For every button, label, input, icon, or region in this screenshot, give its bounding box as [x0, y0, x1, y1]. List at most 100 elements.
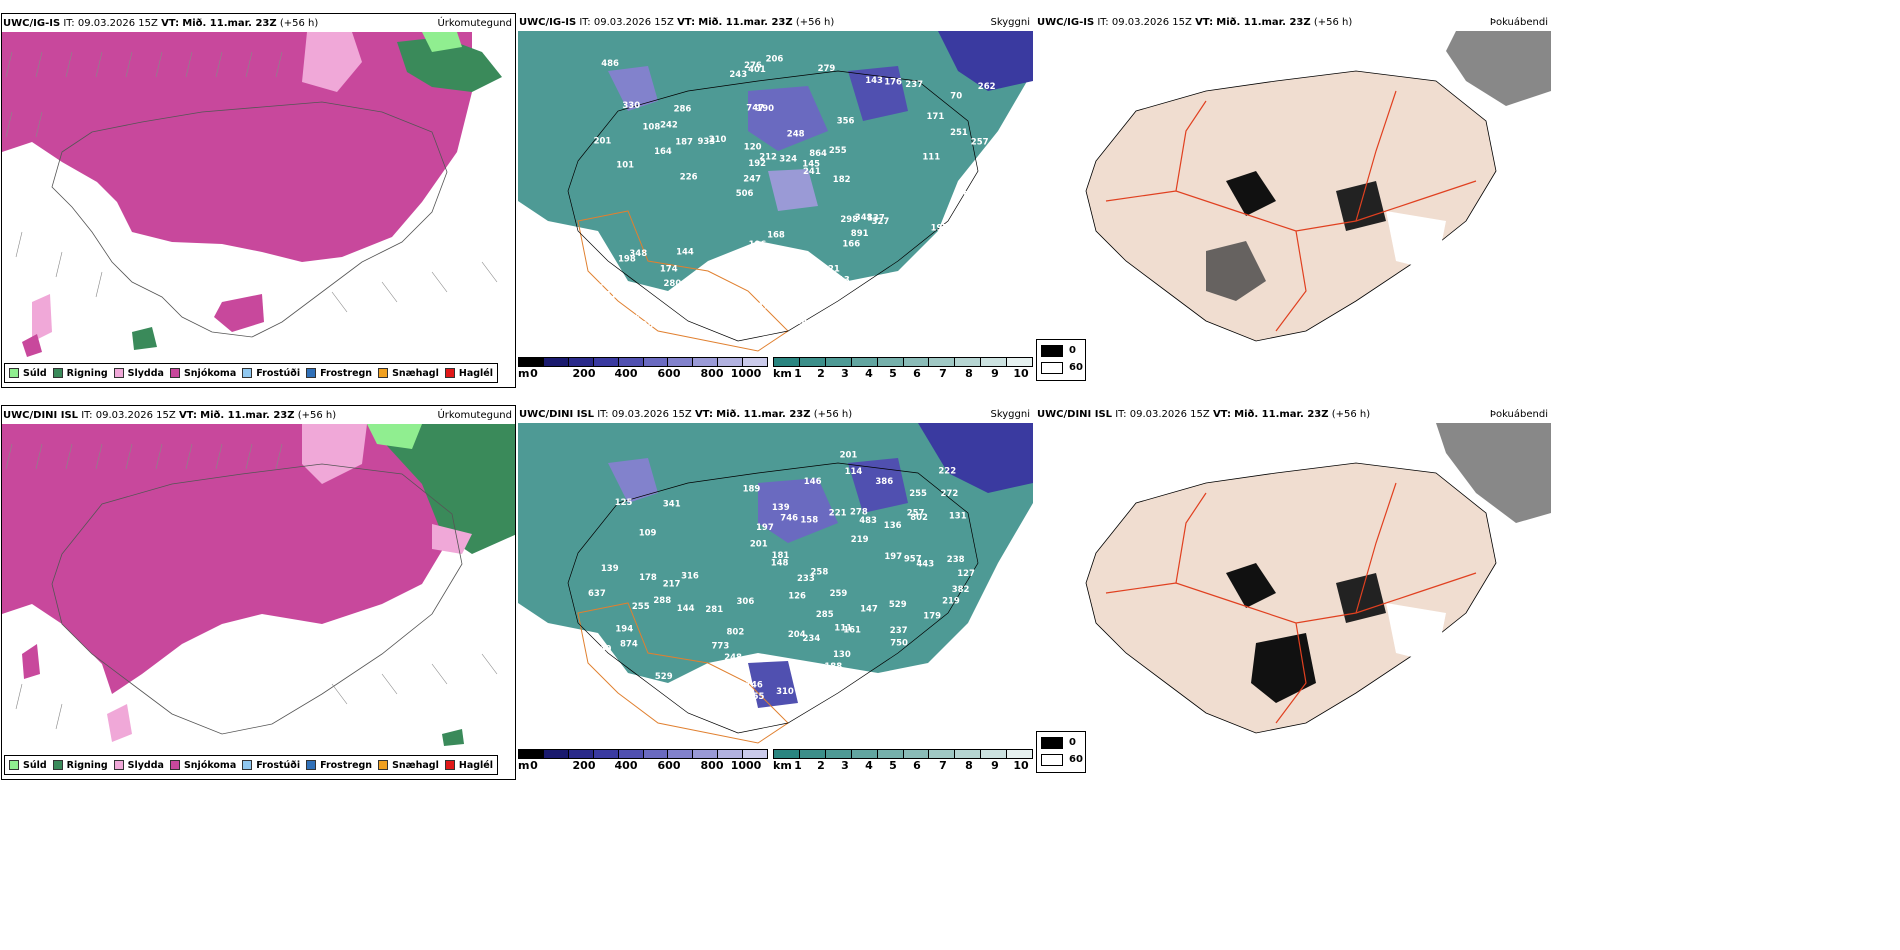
cloudbase-value-label: 288 [653, 596, 671, 606]
cloudbase-value-label: 125 [615, 498, 633, 508]
cloudbase-value-label: 255 [634, 311, 652, 321]
cloudbase-value-label: 192 [748, 159, 766, 169]
cloudbase-value-label: 750 [890, 639, 908, 649]
lead-time: (+56 h) [813, 409, 853, 420]
cloudbase-value-label: 386 [875, 477, 893, 487]
lead-time: (+56 h) [279, 18, 319, 29]
cloudbase-value-label: 219 [942, 597, 960, 607]
cloudbase-value-label: 111 [922, 153, 940, 163]
cloudbase-value-label: 168 [767, 230, 785, 240]
init-time: 09.03.2026 15Z [593, 17, 674, 28]
cloudbase-value-label: 204 [788, 630, 806, 640]
cloudbase-value-label: 114 [845, 467, 863, 477]
cloudbase-bar [518, 357, 768, 367]
cloudbase-value-label: 201 [750, 539, 768, 549]
cloudbase-value-label: 747 [746, 103, 764, 113]
cloudbase-value-label: 249 [594, 644, 612, 654]
lead-time: (+56 h) [795, 17, 835, 28]
cloudbase-value-label: 401 [748, 65, 766, 75]
fog-index-map [1036, 423, 1551, 763]
cloudbase-value-label: 201 [594, 137, 612, 147]
cloudbase-value-label: 933 [698, 137, 716, 147]
cloudbase-value-label: 201 [840, 451, 858, 461]
model-name: UWC/IG-IS [3, 18, 61, 29]
fog-index-map [1036, 31, 1551, 371]
cloudbase-value-label: 206 [636, 307, 654, 317]
legend-item: Rigning [52, 760, 108, 771]
cloudbase-value-label: 190 [756, 104, 774, 114]
cloudbase-value-label: 321 [822, 265, 840, 275]
cloudbase-bar [518, 749, 768, 759]
valid-time: Mið. 11.mar. 23Z [1216, 17, 1311, 28]
cloudbase-value-label: 382 [952, 585, 970, 595]
cloudbase-value-label: 280 [664, 279, 682, 289]
legend-item: Frostúði [242, 368, 300, 379]
cloudbase-value-label: 121 [911, 302, 929, 312]
cloudbase-value-label: 276 [744, 61, 762, 71]
fog-legend: 0 60 [1036, 339, 1086, 381]
field-name: Skyggni [990, 409, 1030, 420]
cloudbase-value-label: 109 [980, 203, 998, 213]
cloudbase-value-label: 255 [909, 489, 927, 499]
cloudbase-value-label: 131 [949, 512, 967, 522]
cloudbase-value-label: 286 [944, 302, 962, 312]
cloudbase-value-label: 957 [904, 555, 922, 565]
legend-swatch [306, 368, 317, 378]
legend-swatch [378, 368, 389, 378]
cloudbase-value-label: 226 [680, 172, 698, 182]
cloudbase-value-label: 255 [747, 692, 765, 702]
valid-label: VT: [694, 409, 713, 420]
cloudbase-value-label: 210 [709, 135, 727, 145]
cloudbase-colorbar: m 0 200 400 600 800 1000 [518, 357, 768, 381]
cloudbase-value-label: 286 [674, 104, 692, 114]
cloudbase-value-label: 257 [971, 138, 989, 148]
legend-item: Súld [9, 368, 47, 379]
cloudbase-value-label: 120 [744, 142, 762, 152]
valid-label: VT: [161, 18, 180, 29]
legend-swatch [52, 760, 63, 770]
cloudbase-value-label: 178 [675, 299, 693, 309]
panel-header: UWC/DINI ISL IT: 09.03.2026 15Z VT: Mið.… [519, 409, 1032, 423]
model-name: UWC/DINI ISL [3, 410, 79, 421]
cloud-visibility-panel-bottom: UWC/DINI ISL IT: 09.03.2026 15Z VT: Mið.… [518, 405, 1033, 780]
model-name: UWC/IG-IS [1037, 17, 1095, 28]
cloud-visibility-map: 84 288 111 125 201 109 529 281 136 746 483 232 248 18… [518, 423, 1033, 763]
visibility-colorbar: km 1 2 3 4 5 6 7 8 9 10 [773, 357, 1033, 381]
legend-item: Slydda [113, 368, 164, 379]
legend-swatch [113, 368, 124, 378]
cloudbase-value-label: 187 [675, 138, 693, 148]
cloudbase-value-label: 147 [860, 604, 878, 614]
valid-label: VT: [1212, 409, 1231, 420]
legend-swatch [242, 368, 253, 378]
cloudbase-value-label: 219 [851, 535, 869, 545]
field-name: Úrkomutegund [437, 410, 512, 421]
cloudbase-value-label: 143 [865, 76, 883, 86]
fog-legend-swatch [1041, 345, 1063, 357]
cloudbase-value-label: 327 [872, 217, 890, 227]
field-name: Úrkomutegund [437, 18, 512, 29]
cloudbase-value-label: 773 [712, 642, 730, 652]
cloudbase-value-label: 298 [840, 215, 858, 225]
fog-legend-swatch [1041, 362, 1063, 374]
cloudbase-value-label: 126 [939, 273, 957, 283]
legend-item: Snjókoma [169, 368, 236, 379]
cloudbase-value-label: 766 [966, 677, 984, 687]
cloudbase-value-label: 197 [884, 552, 902, 562]
field-name: Þokuábendi [1489, 17, 1548, 28]
precip-type-panel-bottom: UWC/DINI ISL IT: 09.03.2026 15Z VT: Mið.… [1, 405, 516, 780]
cloudbase-value-label: 341 [663, 500, 681, 510]
cloudbase-value-label: 802 [727, 627, 745, 637]
cloudbase-value-label: 237 [905, 80, 923, 90]
cloudbase-value-label: 212 [600, 291, 618, 301]
init-label: IT: [579, 17, 591, 28]
cloudbase-value-label: 257 [907, 508, 925, 518]
cloudbase-value-label: 891 [851, 229, 869, 239]
precip-type-panel-top: UWC/IG-IS IT: 09.03.2026 15Z VT: Mið. 11… [1, 13, 516, 388]
fog-index-panel-bottom: UWC/DINI ISL IT: 09.03.2026 15Z VT: Mið.… [1036, 405, 1551, 780]
cloudbase-value-label: 221 [829, 509, 847, 519]
cloudbase-value-label: 213 [832, 275, 850, 285]
legend-item: Slydda [113, 760, 164, 771]
model-name: UWC/DINI ISL [1037, 409, 1113, 420]
cloudbase-value-label: 281 [705, 605, 723, 615]
cloudbase-colorbar: m 0 200 400 600 800 1000 [518, 749, 768, 773]
